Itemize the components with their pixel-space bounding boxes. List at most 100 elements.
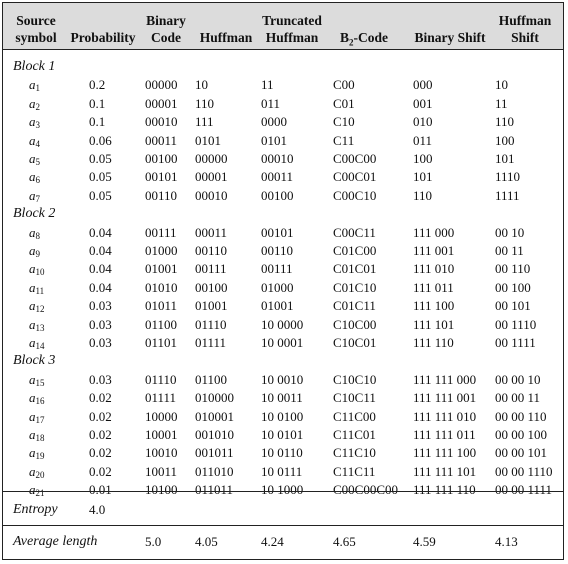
cell-b2-code: C10C11 [333,390,376,406]
cell-source-symbol: a2 [29,95,40,116]
cell-binary-shift: 111 010 [413,261,455,277]
symbol-index: 19 [35,451,45,462]
table-row: a20 0.02 10011 011010 10 0111 C11C11 111 111 1… [3,463,563,481]
average-length-label: Average length [13,534,98,549]
cell-huffman-shift: 00 1110 [495,316,537,332]
symbol-letter: a [29,77,36,93]
cell-truncated-huffman: 10 0100 [261,408,304,424]
symbol-letter: a [29,187,36,203]
block-label-row: Block 1 [3,58,563,76]
cell-b2-code: C10C00 [333,316,377,332]
cell-probability: 0.05 [89,187,112,203]
header-binary-line2: Code [151,30,181,45]
cell-truncated-huffman: 10 0000 [261,316,304,332]
cell-b2-code: C00C01 [333,169,377,185]
cell-huffman-shift: 00 00 10 [495,371,541,387]
table-row: a14 0.03 01101 01111 10 0001 C10C01 111 110 00 … [3,334,563,352]
cell-b2-code: C01C10 [333,279,377,295]
header-huffman-text: Huffman [199,30,253,45]
cell-source-symbol: a8 [29,224,40,245]
cell-truncated-huffman: 10 0011 [261,390,303,406]
cell-truncated-huffman: 00111 [261,261,293,277]
cell-truncated-huffman: 10 1000 [261,482,304,498]
cell-truncated-huffman: 0000 [261,114,287,130]
symbol-letter: a [29,169,36,185]
cell-binary-shift: 010 [413,114,433,130]
header-truncated-huffman: Truncated Huffman [259,12,325,46]
cell-binary-code: 10100 [145,482,178,498]
cell-source-symbol: a13 [29,316,45,337]
cell-truncated-huffman: 10 0111 [261,463,303,479]
cell-huffman: 001011 [195,445,234,461]
cell-huffman: 00111 [195,261,227,277]
symbol-index: 3 [35,120,41,131]
cell-b2-code: C10C10 [333,371,377,387]
average-length-truncated: 4.24 [261,534,284,549]
symbol-index: 6 [35,175,41,186]
cell-binary-shift: 111 111 011 [413,427,476,442]
cell-binary-shift: 011 [413,132,433,148]
cell-binary-code: 10010 [145,445,178,461]
header-binary-shift-text: Binary Shift [414,30,486,45]
cell-source-symbol: a9 [29,242,40,263]
cell-source-symbol: a3 [29,113,40,134]
cell-huffman: 010000 [195,390,234,406]
cell-b2-code: C01C00 [333,243,377,258]
cell-huffman: 00001 [195,169,228,185]
cell-binary-shift: 000 [413,77,433,93]
cell-huffman-shift: 00 00 1111 [495,482,553,498]
cell-b2-code: C00C11 [333,224,376,240]
cell-b2-code: C11C01 [333,427,376,442]
table-row: a19 0.02 10010 001011 10 0110 C11C10 111 111 1… [3,444,563,462]
entropy-separator [3,491,563,492]
cell-huffman-shift: 00 11 [495,243,524,258]
cell-b2-code: C10C01 [333,335,377,350]
cell-huffman-shift: 00 00 101 [495,445,547,461]
cell-truncated-huffman: 10 0101 [261,427,304,442]
cell-source-symbol: a12 [29,297,45,318]
cell-binary-shift: 111 111 100 [413,445,477,461]
average-length-b2: 4.65 [333,534,356,549]
header-truncated-line1: Truncated [262,13,322,28]
cell-huffman: 00000 [195,151,228,166]
cell-huffman: 01111 [195,335,227,350]
cell-huffman-shift: 00 110 [495,261,531,277]
cell-b2-code: C10 [333,114,355,130]
header-huffman: Huffman [195,29,257,46]
header-b2-sub: 2 [349,37,354,48]
cell-b2-code: C00C10 [333,187,377,203]
cell-huffman: 01100 [195,371,228,387]
header-probability-text: Probability [70,30,136,45]
cell-truncated-huffman: 10 0001 [261,335,304,350]
cell-probability: 0.04 [89,243,112,258]
cell-binary-code: 10001 [145,427,178,442]
cell-huffman-shift: 00 1111 [495,335,536,350]
symbol-index: 16 [35,396,45,407]
table-row: a7 0.05 00110 00010 00100 C00C10 110 1111 [3,187,563,205]
cell-huffman-shift: 00 00 11 [495,390,541,406]
cell-huffman-shift: 1110 [495,169,521,185]
cell-b2-code: C01C01 [333,261,377,277]
symbol-index: 12 [35,304,45,315]
cell-b2-code: C11C10 [333,445,376,461]
header-huffman-shift-line2: Shift [511,30,539,45]
table-row: a2 0.1 00001 110 011 C01 001 11 [3,95,563,113]
cell-source-symbol: a21 [29,481,45,502]
cell-probability: 0.02 [89,390,112,406]
symbol-letter: a [29,427,36,442]
cell-source-symbol: a17 [29,408,45,429]
cell-binary-code: 01000 [145,243,178,258]
cell-truncated-huffman: 01000 [261,279,294,295]
symbol-letter: a [29,95,36,111]
cell-probability: 0.01 [89,482,112,498]
block-label-row: Block 2 [3,205,563,223]
table-row: a8 0.04 00111 00011 00101 C00C11 111 000 00 10 [3,224,563,242]
cell-huffman: 00010 [195,187,228,203]
cell-huffman-shift: 00 00 100 [495,427,547,442]
cell-binary-shift: 111 111 001 [413,390,477,406]
symbol-letter: a [29,316,36,332]
cell-probability: 0.06 [89,132,112,148]
cell-probability: 0.05 [89,151,112,166]
block-label: Block 2 [13,206,56,222]
cell-source-symbol: a4 [29,132,40,153]
